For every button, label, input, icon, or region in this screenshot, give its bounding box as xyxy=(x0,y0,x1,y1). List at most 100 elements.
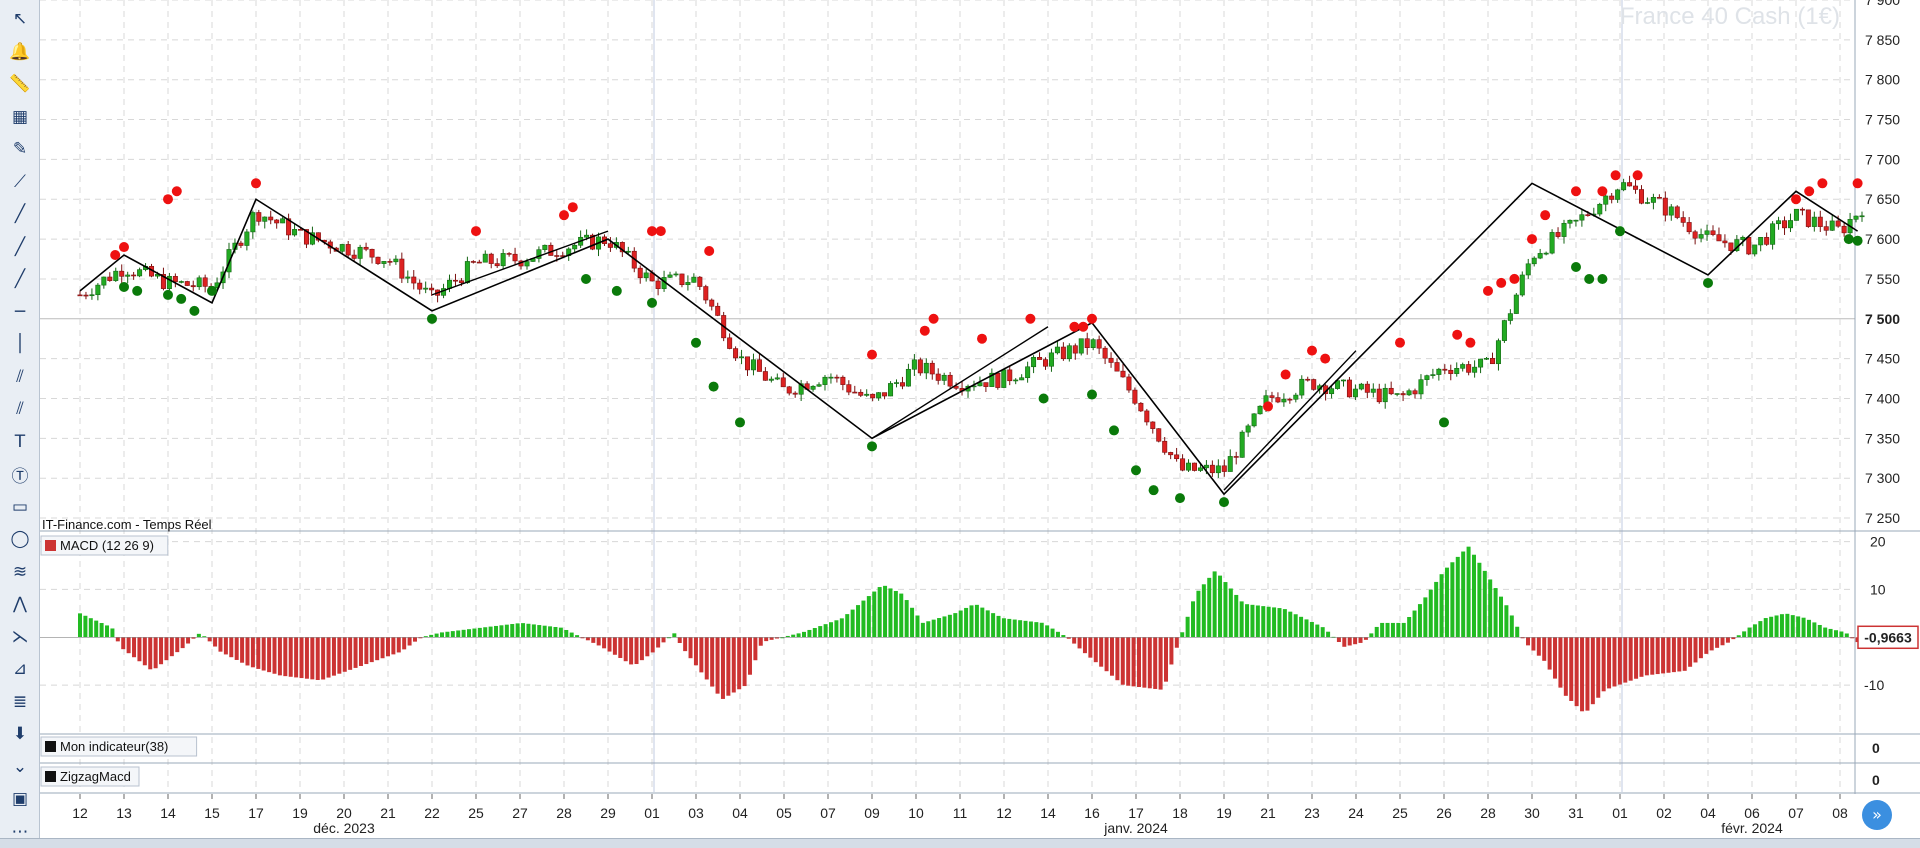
candle-body xyxy=(947,374,953,387)
indicator1-legend-text[interactable]: Mon indicateur(38) xyxy=(60,739,168,754)
candle-body xyxy=(1257,405,1263,415)
layers-icon[interactable]: ≣ xyxy=(4,687,36,717)
macd-legend-text[interactable]: MACD (12 26 9) xyxy=(60,538,154,553)
candle-body xyxy=(137,269,143,277)
candle-body xyxy=(840,376,846,385)
segment-icon[interactable]: ⟋ xyxy=(4,167,36,197)
candle-body xyxy=(1638,189,1644,204)
macd-bar xyxy=(569,632,574,638)
candle-body xyxy=(923,362,929,374)
thick-line-icon[interactable]: ╱ xyxy=(4,232,36,262)
vertical-line-icon[interactable]: │ xyxy=(4,329,36,359)
fibonacci-icon[interactable]: ≋ xyxy=(4,557,36,587)
candle-body xyxy=(709,299,715,307)
macd-bar xyxy=(737,637,742,690)
macd-bar xyxy=(699,637,704,673)
date-tick-label: 28 xyxy=(1480,805,1496,821)
text-box-icon[interactable]: T xyxy=(4,427,36,457)
trend-channel-icon[interactable]: ⫽ xyxy=(4,362,36,392)
macd-bar xyxy=(126,637,131,654)
candle-body xyxy=(470,261,476,263)
top-marker xyxy=(251,178,261,189)
collapse-icon[interactable]: ⌄ xyxy=(4,752,36,782)
macd-bar xyxy=(1617,637,1622,685)
screenshot-icon[interactable]: ▣ xyxy=(4,784,36,814)
macd-bar xyxy=(558,627,563,638)
macd-bar xyxy=(121,637,126,650)
macd-bar xyxy=(839,618,844,638)
date-tick-label: 08 xyxy=(1832,805,1848,821)
download-icon[interactable]: ⬇ xyxy=(4,719,36,749)
macd-bar xyxy=(1536,637,1541,656)
fan-icon[interactable]: ⫽ xyxy=(4,394,36,424)
cursor-icon[interactable]: ↖ xyxy=(4,4,36,34)
candle-body xyxy=(77,294,83,297)
macd-bar xyxy=(412,637,417,642)
macd-bar xyxy=(515,623,520,638)
candle-body xyxy=(1245,425,1251,433)
macd-bar xyxy=(321,637,326,680)
candle-body xyxy=(816,384,822,387)
ellipse-icon[interactable]: ◯ xyxy=(4,524,36,554)
candle-body xyxy=(1281,398,1287,403)
candle-body xyxy=(160,274,166,289)
date-tick-label: 17 xyxy=(248,805,264,821)
line-icon[interactable]: ╱ xyxy=(4,199,36,229)
macd-bar xyxy=(623,637,628,662)
candle-body xyxy=(1400,393,1406,396)
macd-bar xyxy=(1796,616,1801,638)
zigzag-icon[interactable]: ⋀ xyxy=(4,589,36,619)
alert-bell-icon[interactable]: 🔔 xyxy=(4,37,36,67)
color-fill-icon[interactable]: ▦ xyxy=(4,102,36,132)
candle-body xyxy=(1603,195,1609,205)
more-icon-glyph: ⋯ xyxy=(11,821,29,842)
macd-bar xyxy=(510,624,515,638)
bold-line-icon[interactable]: ╱ xyxy=(4,264,36,294)
indicator2-legend-box[interactable] xyxy=(40,766,140,787)
ruler-icon-glyph: 📏 xyxy=(9,74,31,94)
macd-bar xyxy=(666,637,671,639)
price-tick-label: 7 700 xyxy=(1865,151,1900,167)
macd-bar xyxy=(1715,637,1720,648)
pitchfork-icon[interactable]: ⊿ xyxy=(4,654,36,684)
macd-bar xyxy=(656,637,661,648)
candle-body xyxy=(929,362,935,375)
horizontal-line-icon[interactable]: ─ xyxy=(4,297,36,327)
bottom-marker xyxy=(1219,497,1229,508)
macd-bar xyxy=(1277,608,1282,638)
indicator2-legend-text[interactable]: ZigzagMacd xyxy=(60,769,131,784)
more-icon[interactable]: ⋯ xyxy=(4,817,36,847)
macd-bar xyxy=(434,633,439,638)
macd-bar xyxy=(1272,607,1277,638)
text-circle-icon[interactable]: Ⓣ xyxy=(4,459,36,489)
candle-body xyxy=(172,276,178,283)
macd-bar xyxy=(105,625,110,638)
macd-bar xyxy=(1482,570,1487,638)
candle-body xyxy=(679,273,685,286)
top-marker xyxy=(919,325,930,336)
indicator1-legend-box[interactable] xyxy=(40,736,198,757)
macd-bar xyxy=(1558,637,1563,688)
candle-body xyxy=(1835,220,1841,227)
gann-icon[interactable]: ⋋ xyxy=(4,622,36,652)
download-icon-glyph: ⬇ xyxy=(12,724,28,744)
top-marker xyxy=(567,202,578,213)
macd-bar xyxy=(450,631,455,638)
macd-legend-box[interactable] xyxy=(40,535,169,556)
price-chart[interactable]: 7 250 7 300 7 350 7 400 7 450 7 500 7 550 7 600… xyxy=(40,0,1920,838)
pencil-icon[interactable]: ✎ xyxy=(4,134,36,164)
macd-bar xyxy=(731,637,736,693)
candle-body xyxy=(846,384,852,393)
rectangle-icon[interactable]: ▭ xyxy=(4,492,36,522)
candle-body xyxy=(125,274,131,277)
candle-body xyxy=(1823,226,1829,231)
candle-body xyxy=(786,386,792,394)
candle-body xyxy=(458,280,464,284)
ruler-icon[interactable]: 📏 xyxy=(4,69,36,99)
scroll-right-button[interactable]: » xyxy=(1862,800,1892,830)
candle-body xyxy=(196,277,202,288)
candle-body xyxy=(381,261,387,264)
candle-body xyxy=(1501,320,1507,341)
price-tick-label: 7 400 xyxy=(1865,390,1900,406)
macd-bar xyxy=(969,605,974,638)
